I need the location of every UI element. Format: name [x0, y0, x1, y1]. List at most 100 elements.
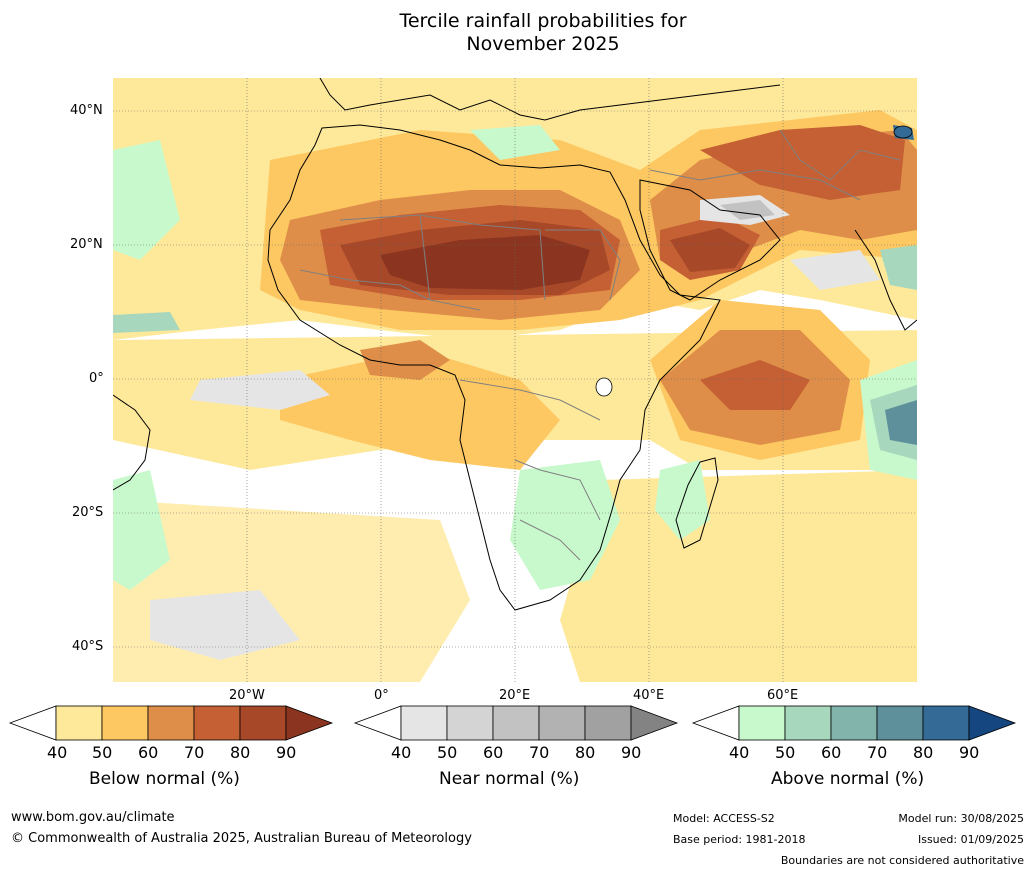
above-tick-80: 80: [913, 743, 934, 762]
above-tick-70: 70: [867, 743, 888, 762]
below-tick-60: 60: [138, 743, 159, 762]
lon-label-40e: 40°E: [633, 688, 665, 703]
border-sahara-1: [339, 214, 546, 301]
footer-url[interactable]: www.bom.gov.au/climate: [11, 810, 175, 825]
map-panel: [113, 78, 917, 682]
below-normal-title: Below normal (%): [89, 769, 240, 789]
near-normal-title: Near normal (%): [439, 769, 580, 789]
map-title: Tercile rainfall probabilities for Novem…: [343, 10, 743, 56]
below-normal-70-ocean: [700, 360, 810, 410]
near-tick-40: 40: [391, 743, 412, 762]
lon-label-60e: 60°E: [767, 688, 799, 703]
lon-label-0: 0°: [374, 688, 389, 703]
above-tick-90: 90: [959, 743, 980, 762]
near-tick-60: 60: [483, 743, 504, 762]
lake-victoria: [595, 377, 613, 397]
footer-disclaimer: Boundaries are not considered authoritat…: [780, 854, 1024, 867]
above-normal-title: Above normal (%): [771, 769, 925, 789]
africa-coastline: [267, 124, 721, 611]
colorbar-near-swatch-2: [446, 705, 494, 741]
below-tick-50: 50: [92, 743, 113, 762]
above-tick-40: 40: [729, 743, 750, 762]
colorbar-near-normal: [353, 705, 679, 741]
madagascar-coastline: [675, 457, 719, 549]
colorbar-near-swatch-3: [492, 705, 540, 741]
border-south: [514, 459, 601, 521]
country-borders: [299, 129, 901, 561]
south-america-coastline: [113, 394, 151, 491]
colorbar-above-swatch-1: [738, 705, 786, 741]
coastlines: [113, 78, 917, 611]
lon-label-20w: 20°W: [229, 688, 265, 703]
colorbar-below-right-extension: [285, 705, 334, 741]
footer-issued: Issued: 01/09/2025: [917, 833, 1024, 846]
colorbar-below-swatch-4: [193, 705, 241, 741]
arabia-coastline: [639, 179, 781, 301]
near-normal-40-patch-3: [790, 250, 880, 290]
colorbar-near-swatch-1: [400, 705, 448, 741]
colorbar-above-swatch-5: [922, 705, 970, 741]
lat-label-20s: 20°S: [72, 505, 104, 520]
border-west-africa: [299, 269, 431, 301]
above-normal-40-atlantic-south: [113, 470, 170, 590]
colorbar-near-right-extension: [630, 705, 679, 741]
above-normal-50-atlantic: [113, 312, 180, 333]
colorbar-above-left-extension: [691, 705, 740, 741]
near-tick-80: 80: [575, 743, 596, 762]
below-tick-40: 40: [47, 743, 68, 762]
above-normal-40-mediterranean: [470, 125, 560, 160]
lon-label-20e: 20°E: [499, 688, 531, 703]
caspian-sea: [893, 125, 913, 139]
below-tick-90: 90: [276, 743, 297, 762]
colorbar-near-swatch-4: [538, 705, 586, 741]
colorbar-below-swatch-1: [55, 705, 103, 741]
above-normal-70-indian-east: [885, 400, 917, 445]
below-tick-80: 80: [230, 743, 251, 762]
near-tick-70: 70: [529, 743, 550, 762]
colorbar-near-swatch-5: [584, 705, 632, 741]
lat-label-equator: 0°: [89, 371, 104, 386]
graticule: [113, 78, 917, 682]
above-tick-60: 60: [821, 743, 842, 762]
colorbar-above-swatch-4: [876, 705, 924, 741]
above-tick-50: 50: [775, 743, 796, 762]
title-line-1: Tercile rainfall probabilities for: [399, 10, 687, 32]
lakes: [595, 125, 913, 397]
footer-base-period: Base period: 1981-2018: [673, 833, 806, 846]
below-normal-60-guinea: [360, 340, 450, 380]
below-tick-70: 70: [184, 743, 205, 762]
above-normal-40-southern-africa: [510, 460, 620, 590]
colorbar-below-swatch-2: [101, 705, 149, 741]
lat-label-20n: 20°N: [70, 237, 103, 252]
footer-model-run: Model run: 30/08/2025: [898, 812, 1024, 825]
colorbar-below-left-extension: [8, 705, 57, 741]
india-coastline: [854, 229, 917, 331]
border-east: [545, 229, 621, 301]
border-iran: [779, 129, 901, 181]
near-tick-90: 90: [621, 743, 642, 762]
below-normal-40-atlantic-south: [113, 500, 470, 682]
border-south-2: [519, 519, 581, 561]
near-normal-50-patch: [720, 200, 775, 220]
border-central: [459, 379, 601, 421]
lat-label-40n: 40°N: [70, 103, 103, 118]
colorbar-above-swatch-3: [830, 705, 878, 741]
near-tick-50: 50: [437, 743, 458, 762]
below-normal-90-sahara-core: [380, 235, 590, 290]
colorbar-above-normal: [691, 705, 1017, 741]
colorbar-above-right-extension: [968, 705, 1017, 741]
colorbar-below-normal: [8, 705, 334, 741]
above-normal-40-atlantic-west: [113, 140, 180, 260]
title-line-2: November 2025: [466, 33, 620, 55]
below-normal-80-arabia: [670, 228, 750, 272]
border-middle-east: [649, 169, 861, 201]
near-normal-40-patch-1: [190, 370, 330, 410]
footer-copyright: © Commonwealth of Australia 2025, Austra…: [11, 831, 472, 846]
colorbar-above-swatch-2: [784, 705, 832, 741]
colorbar-below-swatch-5: [239, 705, 287, 741]
above-normal-50-india: [880, 245, 917, 290]
lat-label-40s: 40°S: [72, 639, 104, 654]
below-normal-50-gulf-guinea: [280, 350, 560, 470]
